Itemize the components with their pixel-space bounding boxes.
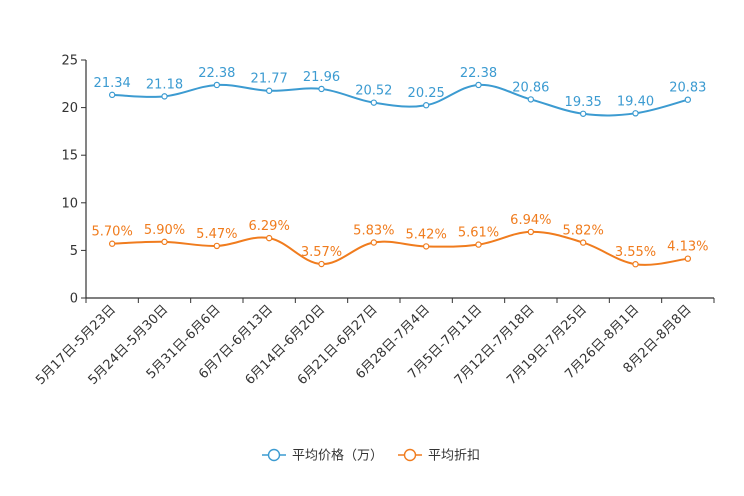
data-point <box>475 241 482 248</box>
data-label: 20.86 <box>512 80 549 95</box>
data-point <box>527 96 535 103</box>
legend-marker-icon <box>267 448 281 462</box>
legend-item-1[interactable]: 平均价格（万） <box>262 448 383 464</box>
data-point <box>213 242 221 250</box>
y-tick-label: 0 <box>70 292 78 307</box>
data-label: 22.38 <box>198 66 235 81</box>
data-label: 5.61% <box>458 226 499 241</box>
data-point <box>579 239 587 246</box>
data-label: 21.96 <box>303 70 340 85</box>
data-point <box>475 81 482 89</box>
data-point <box>632 261 639 268</box>
data-point <box>684 96 692 103</box>
data-point <box>422 102 430 109</box>
data-point <box>684 255 692 262</box>
data-labels: 21.34 21.18 22.38 21.77 21.96 20.52 20.25 22.38… <box>92 66 709 260</box>
data-label: 21.77 <box>251 72 288 87</box>
legend-label: 平均折扣 <box>428 449 480 464</box>
legend-marker-icon <box>403 448 417 462</box>
data-point <box>370 239 378 246</box>
data-point <box>108 91 116 99</box>
data-label: 21.34 <box>94 76 131 91</box>
data-point <box>527 228 535 236</box>
y-tick-label: 20 <box>61 101 78 116</box>
legend[interactable]: 平均价格（万） 平均折扣 <box>262 448 480 464</box>
data-label: 20.25 <box>408 86 445 101</box>
data-label: 5.70% <box>92 225 133 240</box>
data-point <box>318 85 325 93</box>
data-label: 3.55% <box>615 245 656 260</box>
data-label: 22.38 <box>460 66 497 81</box>
data-label: 5.90% <box>144 223 185 238</box>
data-point <box>161 238 168 246</box>
data-point <box>632 110 639 117</box>
data-label: 5.82% <box>563 224 604 239</box>
data-point <box>265 234 273 242</box>
data-label: 19.40 <box>617 94 654 109</box>
data-point <box>579 110 587 117</box>
data-label: 6.94% <box>510 213 551 228</box>
y-tick-label: 25 <box>61 54 78 69</box>
legend-item-2[interactable]: 平均折扣 <box>398 449 480 464</box>
y-tick-label: 10 <box>61 196 78 211</box>
data-label: 19.35 <box>565 95 602 110</box>
data-point <box>108 240 116 247</box>
data-point <box>265 87 273 94</box>
data-point <box>161 93 168 100</box>
data-label: 5.47% <box>196 227 237 242</box>
legend-label: 平均价格（万） <box>292 448 383 464</box>
series-line-1 <box>112 83 689 117</box>
data-point <box>422 243 430 250</box>
data-label: 20.52 <box>355 84 392 99</box>
y-tick-label: 15 <box>61 149 78 164</box>
data-label: 6.29% <box>249 219 290 234</box>
y-tick-label: 5 <box>70 244 78 259</box>
data-label: 21.18 <box>146 77 183 92</box>
data-label: 4.13% <box>667 240 708 255</box>
data-label: 20.83 <box>669 81 706 96</box>
data-point <box>318 260 325 268</box>
data-label: 5.83% <box>353 223 394 238</box>
data-label: 3.57% <box>301 245 342 260</box>
data-label: 5.42% <box>406 227 447 242</box>
data-point <box>370 99 378 106</box>
series-line-2 <box>112 230 688 266</box>
series-layer <box>108 81 692 268</box>
data-point <box>213 81 221 89</box>
